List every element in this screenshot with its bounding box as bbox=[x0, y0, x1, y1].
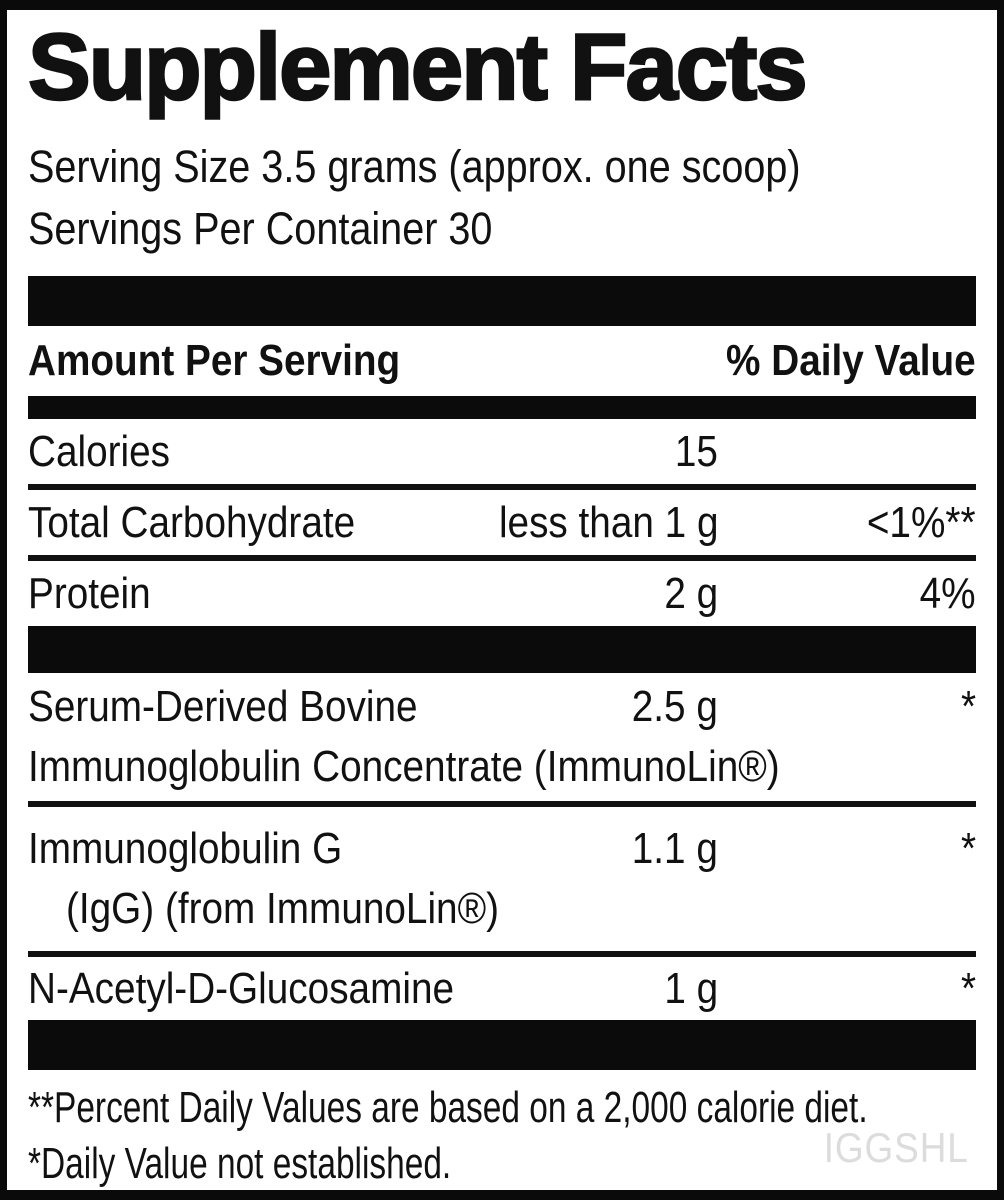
row-divider bbox=[28, 801, 976, 807]
row-divider bbox=[28, 951, 976, 957]
section-bar-bottom bbox=[28, 1020, 976, 1070]
servings-per-container-line: Servings Per Container 30 bbox=[28, 203, 493, 254]
row-divider bbox=[28, 484, 976, 490]
header-underline-bar bbox=[28, 396, 976, 419]
ingredient-daily-value: * bbox=[960, 682, 976, 731]
nutrient-row-protein: Protein 2 g 4% bbox=[28, 561, 976, 626]
ingredient-name-continued: Immunoglobulin Concentrate (ImmunoLin®) bbox=[28, 742, 780, 791]
ingredient-name: Serum-Derived Bovine bbox=[28, 682, 418, 731]
nutrient-name: Calories bbox=[28, 426, 171, 476]
section-bar-ingredients bbox=[28, 626, 976, 673]
ingredient-row-serum-derived-bovine: Serum-Derived Bovine 2.5 g * Immunoglobu… bbox=[28, 673, 976, 801]
nutrient-amount: 2 g bbox=[664, 568, 718, 618]
ingredient-daily-value: * bbox=[960, 963, 976, 1013]
ingredient-name-continued: (IgG) (from ImmunoLin®) bbox=[66, 884, 500, 933]
footnotes: **Percent Daily Values are based on a 2,… bbox=[28, 1080, 976, 1190]
ingredient-amount: 1.1 g bbox=[631, 824, 718, 873]
watermark-code: IGGSHL bbox=[824, 1124, 969, 1171]
ingredient-row-immunoglobulin-g: Immunoglobulin G 1.1 g * (IgG) (from Imm… bbox=[28, 807, 976, 951]
nutrient-daily-value: 4% bbox=[920, 568, 976, 618]
percent-daily-value-header: % Daily Value bbox=[726, 336, 976, 385]
serving-info: Serving Size 3.5 grams (approx. one scoo… bbox=[28, 136, 976, 260]
panel-title: Supplement Facts bbox=[27, 16, 976, 117]
nutrient-amount: 15 bbox=[674, 426, 718, 476]
footnote-daily-values: **Percent Daily Values are based on a 2,… bbox=[28, 1083, 868, 1132]
column-header-row: Amount Per Serving % Daily Value bbox=[28, 326, 976, 396]
panel-title-text: Supplement Facts bbox=[27, 14, 809, 119]
nutrient-row-total-carbohydrate: Total Carbohydrate less than 1 g <1%** bbox=[28, 490, 976, 555]
serving-size-line: Serving Size 3.5 grams (approx. one scoo… bbox=[28, 141, 801, 192]
ingredient-name: N-Acetyl-D-Glucosamine bbox=[28, 963, 455, 1013]
nutrient-amount: less than 1 g bbox=[498, 497, 718, 547]
amount-per-serving-header: Amount Per Serving bbox=[28, 336, 401, 385]
section-bar-top bbox=[28, 276, 976, 326]
nutrient-row-calories: Calories 15 bbox=[28, 419, 976, 484]
ingredient-amount: 2.5 g bbox=[631, 682, 718, 731]
nutrient-name: Total Carbohydrate bbox=[28, 497, 356, 547]
nutrient-name: Protein bbox=[28, 568, 151, 618]
nutrient-daily-value: <1%** bbox=[867, 497, 976, 547]
ingredient-name: Immunoglobulin G bbox=[28, 824, 343, 873]
ingredient-amount: 1 g bbox=[664, 963, 718, 1013]
ingredient-row-n-acetyl-d-glucosamine: N-Acetyl-D-Glucosamine 1 g * bbox=[28, 957, 976, 1020]
ingredient-daily-value: * bbox=[960, 824, 976, 873]
row-divider bbox=[28, 555, 976, 561]
footnote-not-established: *Daily Value not established. bbox=[28, 1139, 452, 1188]
